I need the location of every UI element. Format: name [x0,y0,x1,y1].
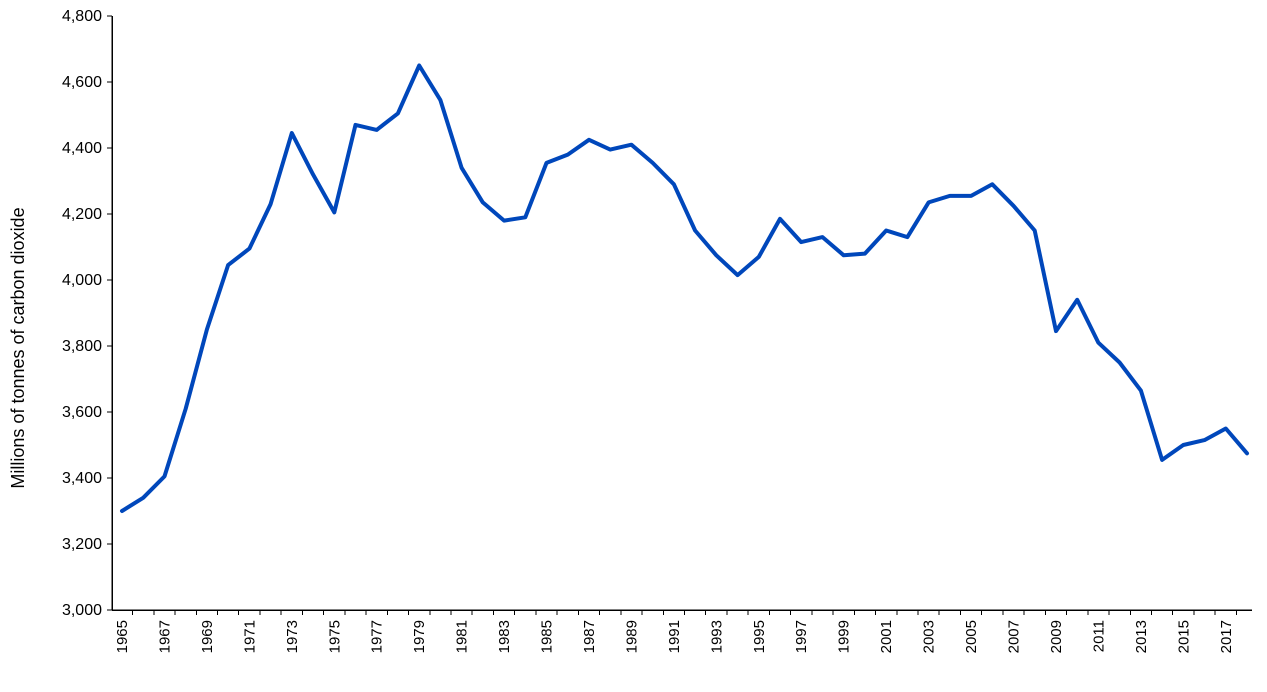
x-tick-label: 1981 [454,620,471,653]
x-tick-label: 1985 [539,620,556,653]
x-tick-label: 1993 [708,620,725,653]
y-tick-label: 3,600 [62,404,102,421]
x-tick-label: 2001 [878,620,895,653]
x-tick-label: 1997 [793,620,810,653]
x-tick-label: 1995 [751,620,768,653]
y-axis: 3,000 3,200 3,400 3,600 3,800 4,000 4,200 4,400… [62,8,113,619]
x-tick-label: 1989 [623,620,640,653]
x-tick-label: 2011 [1090,620,1107,652]
y-tick-label: 3,800 [62,338,102,355]
y-axis-title: Millions of tonnes of carbon dioxide [8,207,28,488]
y-tick-label: 3,200 [62,536,102,553]
series-group [120,63,1249,513]
y-tick-label: 4,200 [62,206,102,223]
x-tick-label: 1969 [199,620,216,653]
x-tick-label: 1973 [284,620,301,653]
y-tick-label: 3,000 [62,602,102,619]
x-tick-label: 1971 [241,620,258,653]
x-tick-label: 2003 [921,620,938,653]
x-tick-label: 1979 [411,620,428,653]
x-tick-label: 1991 [666,620,683,653]
x-tick-label: 2015 [1175,620,1192,653]
y-tick-label: 4,000 [62,272,102,289]
x-tick-label: 1987 [581,620,598,653]
y-tick-label: 4,800 [62,8,102,25]
x-tick-label: 1975 [326,620,343,653]
x-tick-label: 2005 [963,620,980,653]
x-tick-label: 2007 [1006,620,1023,653]
x-tick-label: 2009 [1048,620,1065,653]
y-tick-label: 4,400 [62,140,102,157]
x-tick-label: 2013 [1133,620,1150,653]
x-tick-label: 1967 [156,620,173,653]
x-tick-label: 2017 [1218,620,1235,653]
x-tick-label: 1977 [369,620,386,653]
y-tick-label: 3,400 [62,470,102,487]
x-axis: 1965 1967 1969 1971 1973 1975 1977 1979 1981 1983… [112,609,1252,653]
x-tick-label: 1983 [496,620,513,653]
series-line [120,63,1249,513]
x-tick-label: 1999 [836,620,853,653]
y-tick-label: 4,600 [62,74,102,91]
x-tick-label: 1965 [114,620,131,653]
